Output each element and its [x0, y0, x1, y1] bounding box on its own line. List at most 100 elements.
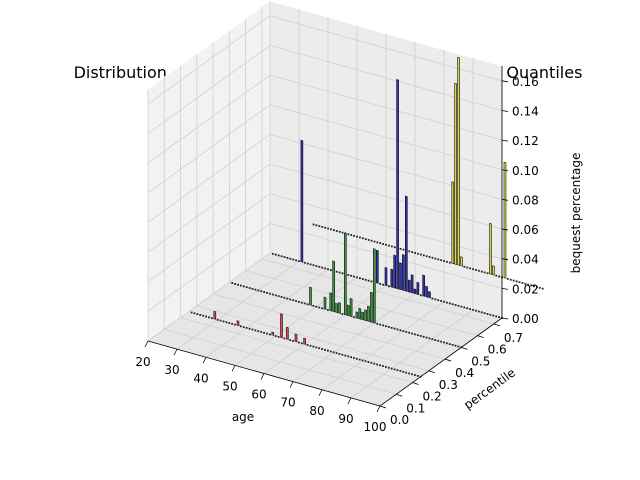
- bar: [324, 226, 327, 229]
- bar: [298, 300, 300, 303]
- x-tick: [173, 348, 178, 356]
- bar: [355, 311, 359, 319]
- z-axis-label: bequest percentage: [569, 153, 583, 274]
- y-tick-label: 0.7: [504, 331, 523, 345]
- x-tick-label: 90: [338, 412, 353, 426]
- bar-series: [231, 232, 463, 349]
- bar: [245, 286, 248, 289]
- bar: [387, 366, 390, 369]
- bar: [283, 296, 286, 299]
- bar: [323, 296, 327, 310]
- bar: [379, 242, 382, 245]
- gridlines: [147, 1, 503, 407]
- bar: [472, 308, 474, 311]
- bar: [280, 313, 283, 339]
- bar: [292, 299, 295, 302]
- bar: [289, 298, 292, 301]
- bar: [248, 327, 251, 330]
- bar: [295, 259, 297, 262]
- z-tick-label: 0.00: [512, 312, 539, 326]
- bar: [379, 282, 382, 285]
- bar: [327, 227, 329, 230]
- bar: [356, 235, 358, 238]
- bar: [210, 317, 213, 320]
- y-tick: [428, 370, 435, 374]
- bar: [399, 370, 402, 372]
- bar: [364, 309, 367, 322]
- bar: [335, 230, 338, 232]
- bar: [361, 359, 364, 362]
- z-gridline: [269, 134, 503, 200]
- z-tick: [501, 80, 509, 83]
- bar: [315, 265, 318, 267]
- bar: [330, 228, 332, 231]
- bar: [379, 323, 382, 326]
- bar: [353, 234, 356, 237]
- bar: [466, 307, 469, 310]
- bar: [199, 314, 202, 316]
- bar: [393, 254, 397, 289]
- bar: [492, 265, 495, 276]
- bar: [364, 238, 367, 241]
- y-tick-label: 0.5: [471, 354, 490, 368]
- percentile-gridline: [245, 270, 478, 336]
- age-gridline: [205, 268, 329, 358]
- bar: [376, 363, 379, 366]
- bar: [404, 195, 408, 292]
- bar: [274, 294, 277, 297]
- bar: [285, 326, 289, 341]
- x-tick: [202, 357, 207, 364]
- bar: [367, 279, 370, 282]
- bar: [416, 374, 419, 377]
- bar: [347, 274, 350, 276]
- bar: [344, 354, 347, 357]
- bar: [382, 365, 384, 368]
- bar: [382, 324, 384, 327]
- tick-labels: 20 30 40 50 60 70 80 90 100 0.00.10.20.30.40.50.6…: [135, 66, 539, 434]
- bar: [477, 269, 480, 272]
- bar: [347, 355, 350, 358]
- y-tick: [477, 335, 484, 338]
- bar: [431, 338, 434, 341]
- y-tick: [396, 393, 403, 397]
- bar: [318, 306, 321, 309]
- bar: [402, 330, 405, 332]
- bar: [457, 304, 460, 307]
- bar: [448, 343, 451, 345]
- bar: [312, 304, 315, 307]
- bar: [376, 322, 379, 325]
- bar: [440, 259, 443, 262]
- bar: [237, 283, 239, 286]
- bar: [300, 301, 303, 304]
- bar: [216, 318, 219, 321]
- bar: [419, 335, 422, 337]
- bar: [370, 239, 373, 242]
- bar: [390, 268, 394, 288]
- bar: [257, 289, 260, 292]
- bar: [367, 361, 370, 363]
- bar: [292, 258, 295, 261]
- bar: [350, 234, 353, 236]
- bar: [327, 309, 329, 311]
- bar: [373, 362, 376, 365]
- bar: [396, 369, 399, 372]
- percentile-gridline: [180, 317, 413, 383]
- bar: [298, 260, 300, 263]
- x-tick-label: 20: [135, 355, 150, 369]
- age-gridline: [292, 293, 416, 382]
- bar: [228, 322, 231, 324]
- bar: [419, 253, 422, 256]
- bar: [303, 337, 307, 345]
- bar: [541, 287, 544, 290]
- z-gridline: [147, 104, 271, 194]
- bar: [277, 335, 280, 338]
- z-gridline: [147, 15, 271, 105]
- z-tick-label: 0.14: [512, 105, 539, 119]
- bar: [393, 246, 396, 249]
- bar: [413, 288, 417, 295]
- bar: [530, 284, 532, 287]
- bar: [396, 328, 399, 331]
- bar: [384, 366, 387, 368]
- z-gridline: [147, 74, 271, 164]
- bar: [193, 312, 196, 315]
